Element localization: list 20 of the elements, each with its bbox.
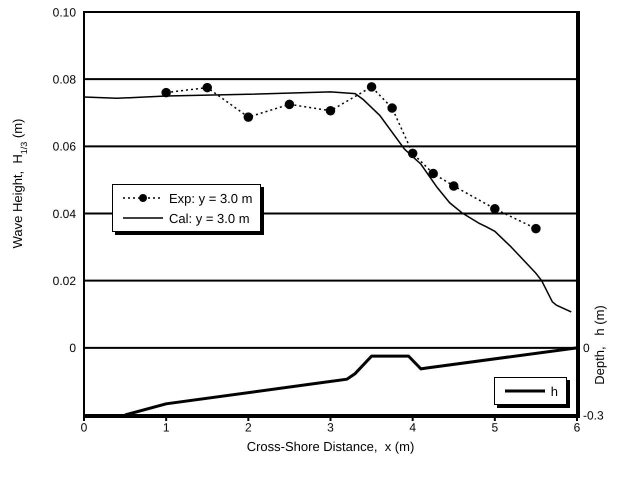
y-tick-label: 0.04 [52,206,76,221]
x-tick-label: 1 [162,420,170,435]
x-tick-label: 0 [80,420,88,435]
x-tick-label: 3 [327,420,334,435]
x-tick-label: 2 [244,420,252,435]
y2-tick-label: 0 [583,341,590,356]
y-tick-label: 0.08 [52,72,76,86]
legend-label: Cal: y = 3.0 m [169,210,250,226]
y-tick-label: 0.10 [52,5,76,20]
x-tick-label: 4 [409,420,416,435]
y2-axis-title: Depth, h (m) [592,305,607,385]
x-axis-title: Cross-Shore Distance, x (m) [246,439,414,454]
legend-label: h [550,384,558,398]
x-tick-label: 5 [491,420,498,435]
y2-tick-label: -0.3 [583,408,604,422]
x-tick-label: 6 [574,420,581,435]
y-tick-label: 0.06 [52,140,76,154]
legend-label: Exp: y = 3.0 m [169,190,252,206]
y-tick-label: 0 [69,341,76,356]
y-tick-label: 0.02 [52,274,76,288]
